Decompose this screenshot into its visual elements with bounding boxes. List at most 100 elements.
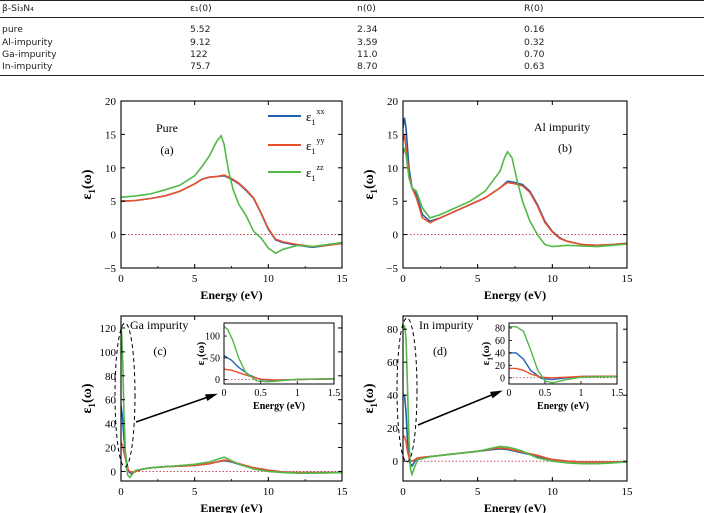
panel-d-inset-xlabel: Energy (eV) (537, 401, 589, 412)
panel-d-ytick-label: 20 (387, 423, 399, 435)
cell-material: Al-impurity (2, 37, 53, 48)
panel-d-inset-series-zz (509, 326, 617, 384)
panel-b-series-yy (403, 134, 627, 247)
panel-d-annotation: In impurity (419, 318, 473, 332)
panel-c-annotation: Ga impurity (130, 318, 188, 332)
panel-b-ytick-label: 0 (393, 230, 399, 242)
panel-c-xtick-label: 0 (118, 486, 124, 498)
cell-r: 0.16 (524, 24, 545, 35)
panel-a-ytick-label: 0 (111, 230, 117, 242)
panel-c-inset-ytick-label: 0 (215, 375, 220, 386)
panel-d-inset-ytick-label: 0 (500, 373, 505, 384)
cell-n: 2.34 (357, 24, 378, 35)
panel-c-inset-xtick-label: 1.5 (328, 388, 341, 399)
panel-d-inset-ytick-label: 20 (495, 361, 505, 372)
table-header-rule (0, 17, 704, 18)
panel-d-xtick-label: 10 (547, 486, 559, 498)
panel-c-inset-border (223, 322, 335, 385)
legend-label-xx: ε1xx (306, 107, 324, 127)
panel-a-xlabel: Energy (eV) (200, 288, 262, 302)
panel-c-xlabel: Energy (eV) (200, 501, 262, 513)
cell-material: Ga-impurity (2, 49, 57, 60)
table-top-rule (0, 0, 704, 1)
panel-a-xtick-label: 10 (263, 273, 275, 285)
panel-d-inset-xtick-label: 1.5 (611, 388, 624, 399)
panel-a-ylabel-text: ε1(ω) (80, 169, 97, 199)
panel-c-ytick-label: 60 (105, 395, 117, 407)
panel-d-inset-xtick-label: 1 (579, 388, 584, 399)
panel-d-inset-ytick-label: 60 (495, 336, 505, 347)
cell-eps: 122 (190, 49, 208, 60)
legend-label-zz: ε1zz (306, 163, 324, 183)
panel-b-ytick-label: 20 (387, 96, 399, 108)
panel-d-highlight-ellipse (396, 317, 418, 463)
panel-c-inset-frame (223, 322, 335, 385)
legend-label-yy: ε1yy (306, 136, 324, 156)
cell-material: pure (2, 24, 23, 35)
panel-b-ytick-label: −5 (386, 263, 398, 275)
panel-c-panel-label: (c) (153, 344, 166, 358)
cell-r: 0.70 (524, 49, 545, 60)
panel-b-series-xx (403, 117, 627, 247)
panel-a-ytick-label: 15 (105, 129, 117, 141)
panel-d-inset-ylabel: ε1(ω) (480, 341, 494, 365)
panel-c-inset-xlabel: Energy (eV) (253, 401, 305, 412)
cell-r: 0.32 (524, 37, 545, 48)
panel-d-series-zz (403, 325, 627, 477)
panel-d-inset-border (508, 322, 618, 385)
panel-c-inset-ytick-label: 100 (205, 332, 220, 343)
panel-d-xtick-label: 0 (400, 486, 406, 498)
panel-d-xtick-label: 15 (622, 486, 634, 498)
panel-d-arrow-shaft (417, 391, 500, 426)
panel-c-inset-series-zz (224, 325, 334, 383)
panel-d-xlabel: Energy (eV) (484, 501, 546, 513)
panel-c-ytick-label: 0 (111, 466, 117, 478)
panel-c-ytick-label: 40 (105, 419, 117, 431)
panel-a-panel-label: (a) (160, 143, 173, 157)
panel-a-xtick-label: 0 (118, 273, 124, 285)
panel-d-inset-ytick-label: 80 (495, 323, 505, 334)
header-eps: ε₁(0) (190, 3, 212, 14)
panel-a-xtick-label: 15 (337, 273, 349, 285)
panel-b-xtick-label: 10 (547, 273, 559, 285)
panel-c-ytick-label: 120 (100, 323, 117, 335)
table-row: Al-impurity 9.12 3.59 0.32 (0, 37, 704, 49)
panel-a-series-xx (121, 174, 342, 249)
panel-d-inset-ylabel-text: ε1(ω) (480, 341, 494, 365)
panel-c-inset-xtick-label: 1 (295, 388, 300, 399)
panel-a-ytick-label: −5 (104, 263, 116, 275)
panel-b-ylabel-text: ε1(ω) (362, 169, 379, 199)
header-material: β-Si₃N₄ (2, 3, 34, 14)
panel-c-ylabel: ε1(ω) (80, 383, 97, 413)
panel-d-inset-series-yy (509, 367, 617, 379)
table-header-row: β-Si₃N₄ ε₁(0) n(0) R(0) (0, 3, 704, 15)
panel-c-ytick-label: 100 (100, 347, 117, 359)
cell-eps: 5.52 (190, 24, 211, 35)
panel-b-xtick-label: 5 (475, 273, 481, 285)
panel-a-ytick-label: 5 (111, 196, 117, 208)
cell-r: 0.63 (524, 61, 545, 72)
panel-c-xtick-label: 5 (192, 486, 198, 498)
panel-c-arrow-shaft (135, 394, 215, 423)
table-bottom-rule (0, 75, 704, 76)
panel-d-panel-label: (d) (433, 344, 447, 358)
panel-b-ytick-label: 5 (393, 196, 399, 208)
table-row: pure 5.52 2.34 0.16 (0, 24, 704, 36)
panel-c-xtick-label: 15 (337, 486, 349, 498)
panel-c-inset-xtick-label: 0.5 (254, 388, 267, 399)
table-row: Ga-impurity 122 11.0 0.70 (0, 49, 704, 61)
panel-b-ylabel: ε1(ω) (362, 169, 379, 199)
panel-d-inset-xtick-label: 0 (507, 388, 512, 399)
panel-c-inset-xtick-label: 0 (222, 388, 227, 399)
panel-b-xtick-label: 0 (400, 273, 406, 285)
panel-c-highlight-ellipse (114, 322, 136, 468)
header-n: n(0) (357, 3, 376, 14)
panel-c-inset-ylabel-text: ε1(ω) (195, 341, 209, 365)
panel-d-ytick-label: 60 (387, 357, 399, 369)
panel-c-series-zz (121, 325, 342, 479)
panel-d-ytick-label: 80 (387, 324, 399, 336)
cell-n: 3.59 (357, 37, 378, 48)
panel-b-series-zz (403, 147, 627, 248)
panel-a-annotation: Pure (156, 121, 178, 135)
